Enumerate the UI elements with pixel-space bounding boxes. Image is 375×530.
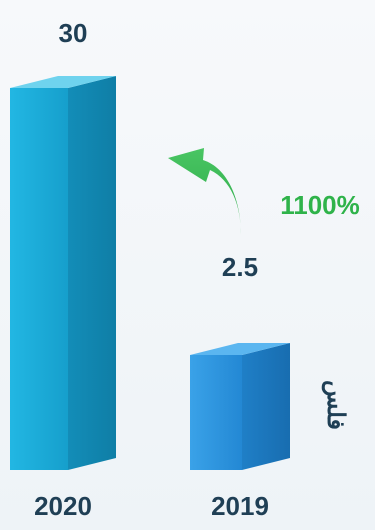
percent-change-label: 1100% (280, 190, 360, 220)
value-label-2020: 30 (59, 18, 88, 48)
bars-group: 30 2020 2.5 2019 (10, 18, 290, 521)
bar-2020-front (10, 88, 68, 470)
growth-arrow-icon (168, 148, 241, 235)
bar-2020-top (10, 76, 116, 88)
bar-2019-top (190, 343, 290, 355)
bar-2019-front (190, 355, 242, 470)
value-label-2019: 2.5 (222, 252, 258, 282)
category-label-2020: 2020 (34, 491, 92, 521)
category-label-2019: 2019 (211, 491, 269, 521)
bar-2019-side (242, 343, 290, 470)
unit-label: فلس (321, 380, 349, 430)
bar-2020-side (68, 76, 116, 470)
